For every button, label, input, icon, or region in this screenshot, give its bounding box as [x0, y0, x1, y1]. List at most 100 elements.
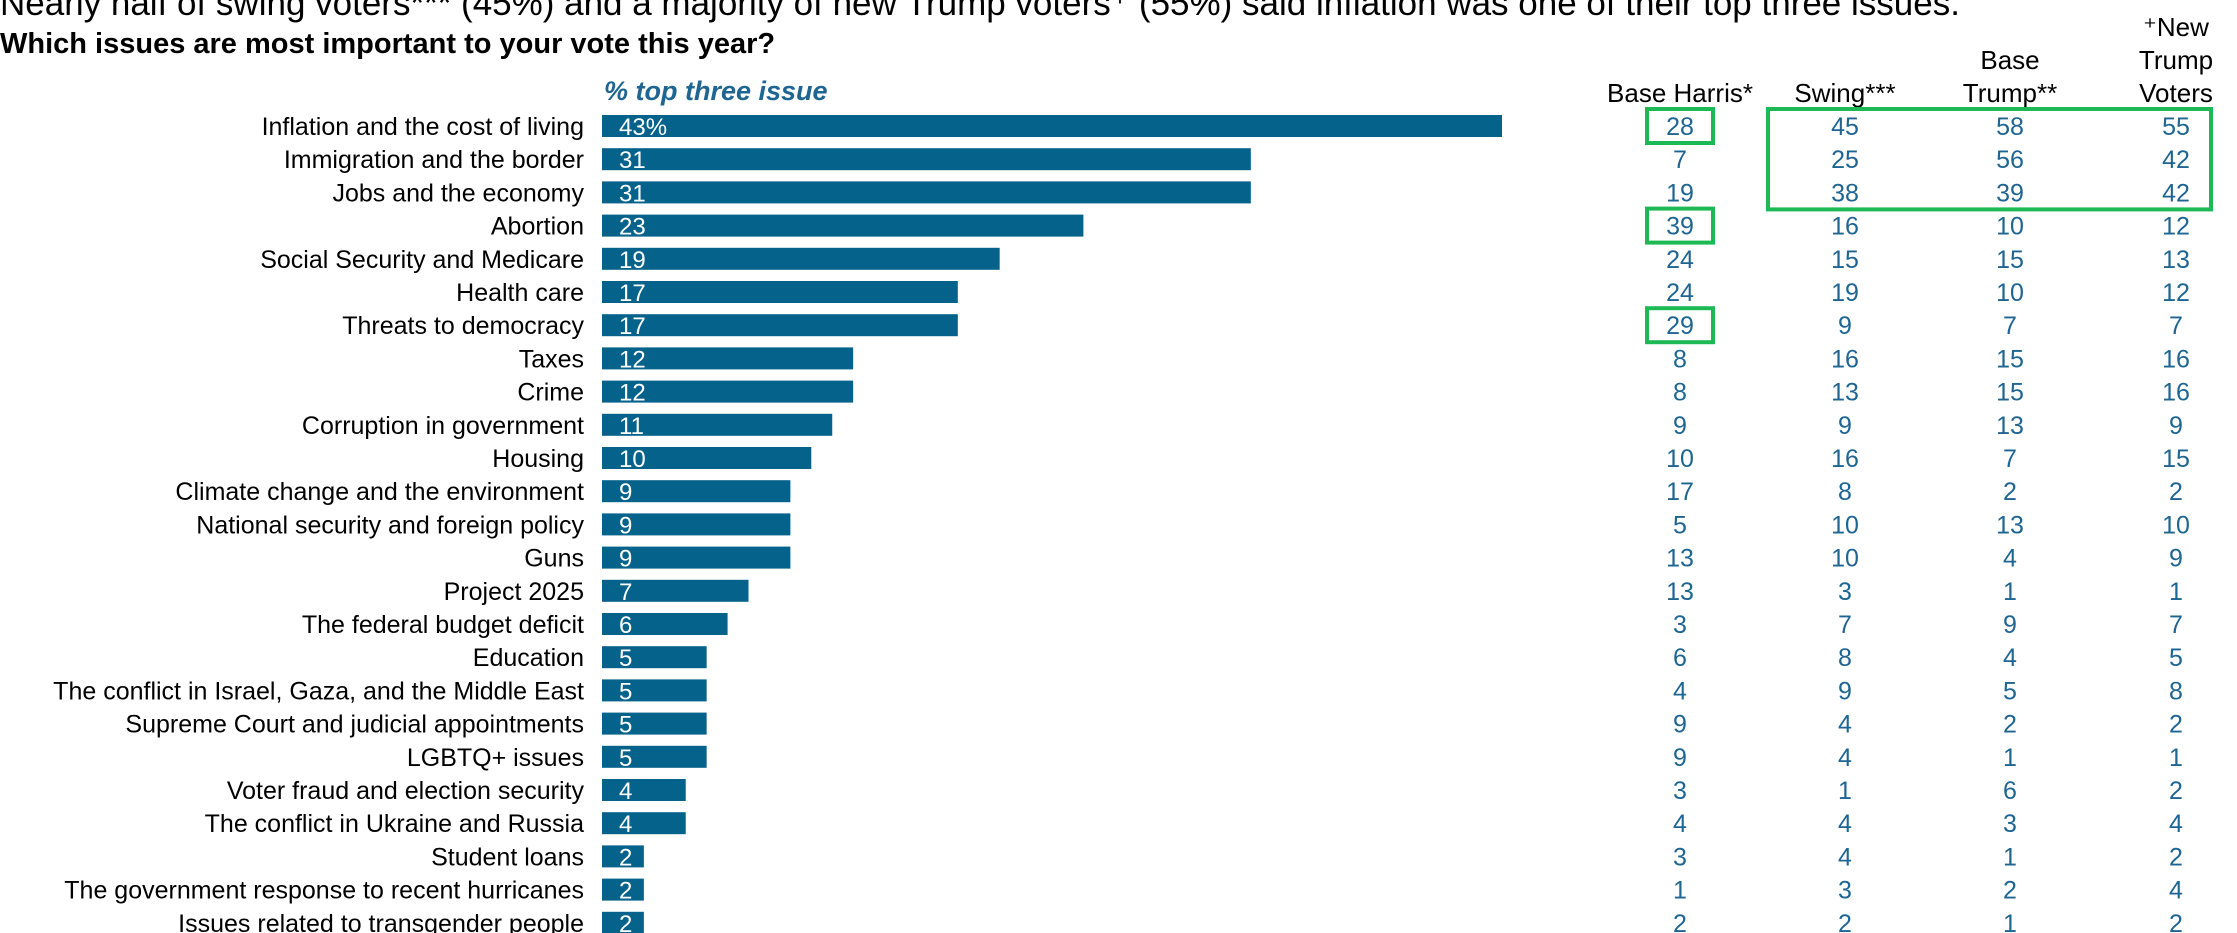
category-label: Supreme Court and judicial appointments	[125, 711, 584, 739]
bar	[602, 911, 644, 933]
table-cell: 39	[1666, 213, 1694, 241]
table-cell: 1	[2003, 843, 2017, 871]
metric-label: % top three issue	[604, 76, 828, 106]
category-label: Abortion	[491, 213, 584, 241]
category-label: Housing	[492, 445, 584, 473]
table-cell: 2	[2169, 478, 2183, 506]
bar-value-label: 9	[619, 512, 632, 539]
highlight-box	[1645, 107, 1715, 145]
table-cell: 12	[2162, 213, 2190, 241]
table-cell: 2	[2169, 843, 2183, 871]
table-cell: 10	[1996, 213, 2024, 241]
table-cell: 7	[2003, 445, 2017, 473]
table-cell: 13	[1666, 545, 1694, 573]
table-cell: 16	[1831, 213, 1859, 241]
bar	[602, 413, 833, 436]
bar	[602, 281, 958, 303]
column-header: ⁺New	[2143, 12, 2209, 42]
bar-value-label: 17	[619, 313, 646, 340]
bar-value-label: 9	[619, 479, 632, 506]
bar	[602, 447, 812, 469]
bar-value-label: 2	[619, 878, 632, 905]
table-cell: 4	[2003, 644, 2017, 672]
bar-value-label: 5	[619, 745, 632, 772]
table-cell: 1	[2003, 578, 2017, 606]
table-cell: 4	[1838, 810, 1852, 838]
category-label: Inflation and the cost of living	[262, 113, 584, 141]
table-cell: 4	[1838, 711, 1852, 739]
table-cell: 5	[2169, 644, 2183, 672]
table-cell: 24	[1666, 246, 1694, 274]
category-label: LGBTQ+ issues	[407, 744, 584, 772]
table-cell: 1	[1673, 877, 1687, 905]
table-cell: 4	[1673, 810, 1687, 838]
table-cell: 2	[1838, 910, 1852, 933]
table-cell: 4	[2169, 877, 2183, 905]
category-label: The federal budget deficit	[302, 611, 584, 639]
table-cell: 15	[2162, 445, 2190, 473]
table-cell: 15	[1831, 246, 1859, 274]
bar	[602, 878, 644, 901]
table-cell: 5	[1673, 511, 1687, 539]
category-label: The conflict in Ukraine and Russia	[205, 810, 584, 838]
table-cell: 4	[2169, 810, 2183, 838]
bar	[602, 812, 686, 835]
table-cell: 10	[1996, 279, 2024, 307]
table-cell: 12	[2162, 279, 2190, 307]
table-cell: 4	[1838, 744, 1852, 772]
table-cell: 2	[2169, 777, 2183, 805]
table-cell: 13	[1996, 511, 2024, 539]
table-cell: 45	[1831, 113, 1859, 141]
bar-value-label: 5	[619, 645, 632, 672]
bar	[602, 115, 1502, 137]
bar	[602, 314, 958, 337]
highlight-box	[1645, 206, 1715, 245]
table-cell: 17	[1666, 478, 1694, 506]
headline: Nearly half of swing voters*** (45%) and…	[0, 0, 1960, 23]
table-cell: 4	[1838, 843, 1852, 871]
table-cell: 16	[2162, 379, 2190, 407]
bar	[602, 480, 791, 503]
bar	[602, 347, 854, 370]
table-cell: 3	[1838, 578, 1852, 606]
bar	[602, 779, 686, 801]
table-cell: 2	[2003, 478, 2017, 506]
bar-value-label: 5	[619, 678, 632, 705]
bar-value-label: 23	[619, 214, 646, 241]
column-header: Trump	[2139, 45, 2213, 75]
table-cell: 2	[2003, 877, 2017, 905]
bar-value-label: 9	[619, 546, 632, 573]
table-cell: 1	[2169, 744, 2183, 772]
bar	[602, 380, 854, 403]
column-header: Base Harris*	[1607, 78, 1753, 108]
table-cell: 9	[1838, 312, 1852, 340]
table-cell: 2	[2169, 711, 2183, 739]
bar-value-label: 2	[619, 911, 632, 933]
table-cell: 19	[1666, 179, 1694, 207]
table-cell: 15	[1996, 246, 2024, 274]
table-cell: 42	[2162, 179, 2190, 207]
category-label: Education	[473, 644, 584, 672]
column-header: Trump**	[1963, 78, 2057, 108]
table-cell: 8	[1838, 478, 1852, 506]
bar	[602, 181, 1251, 204]
table-cell: 42	[2162, 146, 2190, 174]
category-label: Project 2025	[444, 578, 584, 606]
table-cell: 6	[1673, 644, 1687, 672]
table-cell: 7	[2169, 312, 2183, 340]
column-header: Base	[1980, 45, 2039, 75]
table-cell: 8	[1673, 345, 1687, 373]
table-cell: 10	[2162, 511, 2190, 539]
table-cell: 1	[2169, 578, 2183, 606]
table-cell: 16	[2162, 345, 2190, 373]
table-cell: 3	[1838, 877, 1852, 905]
category-label: Jobs and the economy	[332, 179, 584, 207]
chart-question: Which issues are most important to your …	[0, 28, 776, 60]
table-cell: 2	[2003, 711, 2017, 739]
table-cell: 24	[1666, 279, 1694, 307]
category-label: Crime	[517, 379, 584, 407]
bar	[602, 513, 791, 536]
table-cell: 55	[2162, 113, 2190, 141]
bar	[602, 646, 707, 669]
table-cell: 5	[2003, 677, 2017, 705]
